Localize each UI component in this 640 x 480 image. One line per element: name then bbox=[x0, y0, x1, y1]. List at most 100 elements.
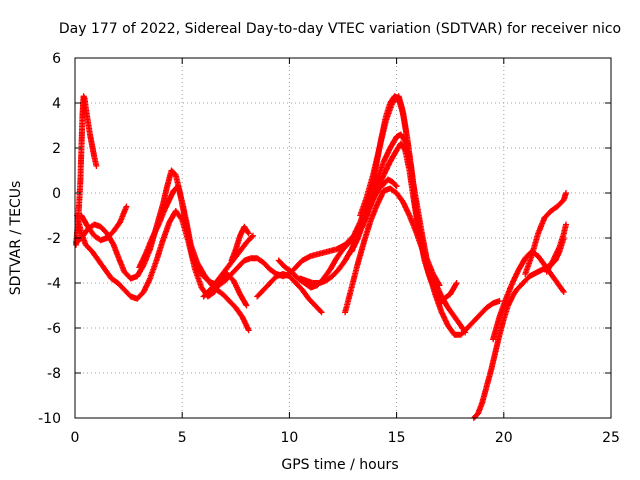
data-point bbox=[522, 274, 532, 284]
series-arc-1 bbox=[73, 93, 100, 248]
data-point bbox=[496, 298, 503, 304]
data-point bbox=[288, 268, 300, 281]
data-point bbox=[114, 253, 127, 274]
data-point bbox=[528, 232, 541, 259]
series-arc-10 bbox=[297, 140, 503, 338]
data-point bbox=[305, 295, 318, 308]
data-point bbox=[348, 236, 361, 255]
data-point bbox=[159, 220, 172, 244]
data-point bbox=[260, 281, 272, 293]
data-point bbox=[518, 278, 528, 289]
data-point bbox=[267, 274, 279, 286]
series-arc-2 bbox=[73, 93, 445, 307]
y-tick-label: 6 bbox=[52, 51, 61, 67]
data-point bbox=[548, 204, 560, 214]
data-point bbox=[535, 216, 547, 237]
data-point bbox=[250, 232, 256, 239]
data-point bbox=[492, 333, 503, 356]
data-point bbox=[509, 267, 522, 286]
data-point bbox=[77, 146, 85, 185]
data-point bbox=[483, 369, 494, 390]
data-point bbox=[457, 322, 468, 335]
data-point bbox=[380, 159, 393, 178]
series-arc-4 bbox=[78, 203, 130, 244]
data-point bbox=[563, 190, 569, 196]
data-point bbox=[174, 183, 185, 204]
data-point bbox=[108, 275, 120, 286]
data-point bbox=[490, 315, 503, 343]
data-point bbox=[155, 207, 168, 228]
data-point bbox=[102, 266, 114, 281]
data-point bbox=[299, 286, 311, 301]
data-point bbox=[487, 351, 498, 374]
data-point bbox=[502, 281, 515, 302]
series-arc-8 bbox=[254, 271, 325, 316]
data-point bbox=[312, 302, 324, 315]
axis-ticks: 0 5 10 15 20 25 -10 -8 -6 -4 -2 0 2 4 6 bbox=[38, 51, 620, 446]
data-point bbox=[275, 257, 287, 270]
data-point bbox=[185, 239, 198, 271]
data-point bbox=[541, 209, 553, 221]
data-point bbox=[421, 257, 434, 283]
y-tick-label: -2 bbox=[47, 231, 61, 247]
data-point bbox=[464, 319, 476, 331]
data-point bbox=[226, 298, 238, 310]
data-point bbox=[496, 297, 509, 320]
data-point bbox=[333, 247, 346, 262]
data-point bbox=[121, 268, 133, 281]
data-point bbox=[322, 274, 334, 284]
data-point bbox=[387, 135, 399, 151]
data-point bbox=[95, 257, 108, 272]
data-point bbox=[140, 276, 153, 295]
data-point bbox=[550, 245, 562, 264]
data-point bbox=[412, 203, 423, 240]
x-tick-label: 5 bbox=[178, 430, 187, 446]
data-point bbox=[406, 212, 419, 233]
data-point bbox=[134, 290, 146, 302]
series-arc-14 bbox=[359, 176, 400, 230]
y-tick-label: -10 bbox=[38, 411, 61, 427]
data-point bbox=[393, 183, 400, 190]
data-point bbox=[204, 289, 217, 300]
data-point bbox=[554, 197, 566, 210]
data-point bbox=[254, 255, 266, 265]
y-tick-label: -6 bbox=[47, 321, 61, 337]
data-point bbox=[286, 273, 298, 285]
data-point bbox=[400, 199, 412, 218]
data-point bbox=[147, 259, 159, 282]
y-tick-label: 4 bbox=[52, 96, 61, 112]
data-point bbox=[82, 241, 95, 254]
data-point bbox=[200, 285, 215, 300]
data-point bbox=[361, 218, 374, 244]
data-point bbox=[104, 229, 116, 241]
data-point bbox=[136, 252, 149, 271]
data-point bbox=[387, 185, 399, 196]
data-point bbox=[346, 231, 358, 246]
data-point bbox=[74, 212, 85, 235]
data-marks bbox=[73, 93, 569, 421]
x-tick-label: 15 bbox=[388, 430, 406, 446]
data-point bbox=[78, 112, 86, 151]
data-point bbox=[142, 236, 155, 257]
data-point bbox=[224, 271, 236, 283]
data-point bbox=[367, 202, 380, 223]
data-point bbox=[320, 267, 333, 282]
data-point bbox=[329, 267, 341, 280]
data-point bbox=[348, 261, 361, 291]
y-tick-label: -8 bbox=[47, 366, 61, 382]
data-point bbox=[78, 212, 91, 229]
data-point bbox=[219, 291, 232, 303]
data-point bbox=[153, 238, 166, 264]
x-tick-label: 0 bbox=[71, 430, 80, 446]
data-point bbox=[254, 287, 266, 300]
series-arc-17 bbox=[522, 190, 569, 277]
data-point bbox=[209, 274, 223, 291]
data-point bbox=[73, 235, 84, 246]
data-point bbox=[382, 101, 395, 124]
chart-title: Day 177 of 2022, Sidereal Day-to-day VTE… bbox=[59, 21, 621, 37]
data-point bbox=[342, 286, 355, 316]
data-point bbox=[327, 256, 339, 273]
data-point bbox=[89, 142, 97, 159]
data-point bbox=[292, 280, 305, 292]
data-point bbox=[318, 309, 325, 316]
